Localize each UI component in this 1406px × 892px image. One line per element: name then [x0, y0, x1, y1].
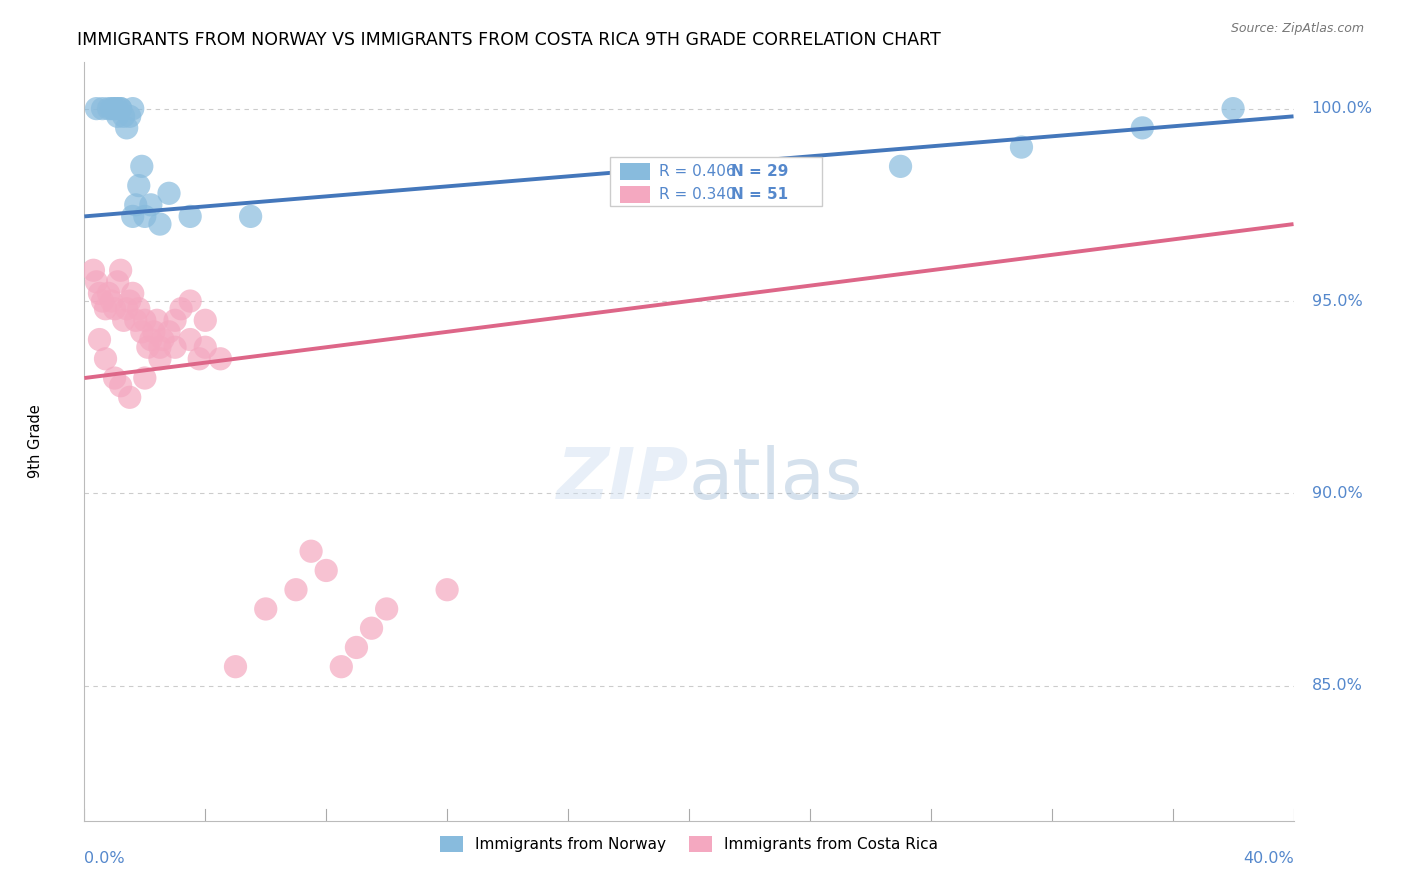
Point	[375, 602, 398, 616]
Point	[360, 621, 382, 635]
Text: IMMIGRANTS FROM NORWAY VS IMMIGRANTS FROM COSTA RICA 9TH GRADE CORRELATION CHART: IMMIGRANTS FROM NORWAY VS IMMIGRANTS FRO…	[77, 31, 941, 49]
Point	[436, 582, 458, 597]
Point	[165, 340, 187, 354]
Point	[139, 198, 162, 212]
Point	[1222, 102, 1244, 116]
Point	[110, 102, 132, 116]
Text: N = 51: N = 51	[731, 186, 789, 202]
Point	[107, 275, 129, 289]
Point	[121, 210, 143, 224]
Point	[152, 333, 174, 347]
Point	[179, 210, 201, 224]
Point	[1011, 140, 1033, 154]
Point	[115, 120, 138, 135]
Point	[112, 313, 135, 327]
Point	[91, 102, 114, 116]
Point	[91, 294, 114, 309]
Text: 9th Grade: 9th Grade	[28, 405, 44, 478]
FancyBboxPatch shape	[610, 157, 823, 206]
Point	[330, 659, 353, 673]
FancyBboxPatch shape	[620, 163, 650, 180]
Point	[239, 210, 262, 224]
Text: Source: ZipAtlas.com: Source: ZipAtlas.com	[1230, 22, 1364, 36]
Point	[100, 294, 122, 309]
Point	[110, 378, 132, 392]
Point	[225, 659, 247, 673]
Point	[94, 301, 117, 316]
Point	[134, 313, 156, 327]
Point	[170, 301, 193, 316]
Point	[118, 109, 141, 123]
Text: 95.0%: 95.0%	[1312, 293, 1362, 309]
Point	[115, 301, 138, 316]
Point	[128, 178, 150, 193]
Point	[104, 102, 127, 116]
Text: 100.0%: 100.0%	[1312, 101, 1372, 116]
Point	[82, 263, 104, 277]
Point	[315, 564, 337, 578]
Point	[254, 602, 277, 616]
Point	[125, 198, 148, 212]
Point	[104, 371, 127, 385]
Point	[890, 159, 912, 173]
Legend: Immigrants from Norway, Immigrants from Costa Rica: Immigrants from Norway, Immigrants from …	[433, 830, 945, 858]
Point	[149, 340, 172, 354]
Point	[299, 544, 322, 558]
Text: 40.0%: 40.0%	[1243, 852, 1294, 866]
Point	[1130, 120, 1153, 135]
Point	[94, 351, 117, 366]
Point	[146, 313, 169, 327]
Point	[209, 351, 232, 366]
Point	[194, 313, 217, 327]
Point	[165, 313, 187, 327]
Point	[118, 390, 141, 404]
Point	[100, 102, 122, 116]
Point	[107, 109, 129, 123]
Point	[131, 325, 153, 339]
Text: R = 0.406: R = 0.406	[659, 164, 735, 179]
Text: 0.0%: 0.0%	[84, 852, 125, 866]
Point	[188, 351, 211, 366]
Point	[110, 102, 132, 116]
Text: R = 0.340: R = 0.340	[659, 186, 735, 202]
Text: ZIP: ZIP	[557, 445, 689, 514]
Point	[179, 294, 201, 309]
Point	[107, 102, 129, 116]
Point	[149, 351, 172, 366]
Point	[157, 186, 180, 201]
Point	[89, 286, 111, 301]
Text: 90.0%: 90.0%	[1312, 486, 1362, 501]
Point	[134, 210, 156, 224]
Point	[134, 371, 156, 385]
Point	[194, 340, 217, 354]
FancyBboxPatch shape	[620, 186, 650, 202]
Point	[121, 286, 143, 301]
Point	[131, 159, 153, 173]
Point	[136, 340, 159, 354]
Point	[139, 333, 162, 347]
Text: N = 29: N = 29	[731, 164, 789, 179]
Text: 85.0%: 85.0%	[1312, 679, 1362, 693]
Point	[179, 333, 201, 347]
Point	[149, 217, 172, 231]
Text: atlas: atlas	[689, 445, 863, 514]
Point	[118, 294, 141, 309]
Point	[97, 286, 120, 301]
Point	[110, 263, 132, 277]
Point	[121, 102, 143, 116]
Point	[112, 109, 135, 123]
Point	[86, 102, 108, 116]
Point	[128, 301, 150, 316]
Point	[86, 275, 108, 289]
Point	[97, 102, 120, 116]
Point	[104, 102, 127, 116]
Point	[769, 178, 792, 193]
Point	[104, 301, 127, 316]
Point	[89, 333, 111, 347]
Point	[142, 325, 165, 339]
Point	[285, 582, 308, 597]
Point	[125, 313, 148, 327]
Point	[157, 325, 180, 339]
Point	[346, 640, 368, 655]
